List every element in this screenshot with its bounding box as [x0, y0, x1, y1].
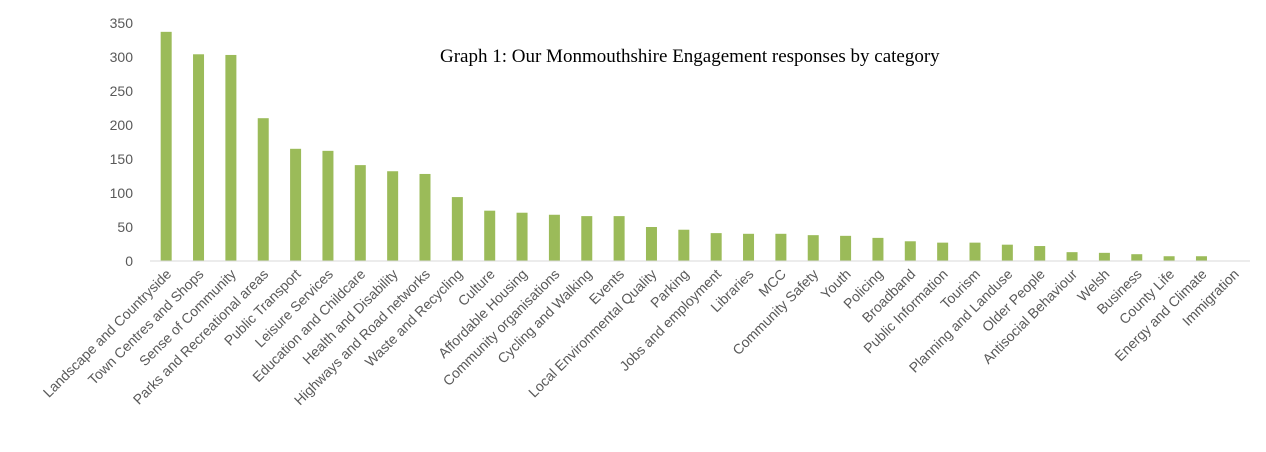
- bar: [516, 212, 528, 261]
- bar: [743, 233, 755, 261]
- y-tick-label: 150: [110, 151, 134, 167]
- bar: [807, 235, 819, 261]
- bar: [775, 233, 787, 261]
- bar: [904, 241, 916, 261]
- bar: [160, 31, 172, 262]
- y-tick-label: 350: [110, 15, 134, 31]
- bar: [710, 233, 722, 261]
- y-tick-label: 300: [110, 49, 134, 65]
- bar: [1163, 256, 1175, 261]
- bar: [840, 235, 852, 261]
- bar: [387, 171, 399, 261]
- bar: [1034, 246, 1046, 261]
- y-tick-label: 0: [125, 253, 133, 269]
- bar: [969, 242, 981, 261]
- bar: [937, 242, 949, 261]
- bar: [322, 150, 334, 261]
- bar: [484, 210, 496, 261]
- y-tick-label: 200: [110, 117, 134, 133]
- bar: [419, 173, 431, 261]
- bar: [1001, 244, 1013, 261]
- bar: [225, 54, 237, 262]
- bar: [290, 148, 302, 261]
- chart-title: Graph 1: Our Monmouthshire Engagement re…: [440, 46, 940, 67]
- bar: [872, 237, 884, 261]
- bar: [354, 165, 366, 261]
- bar: [193, 54, 205, 261]
- bar: [581, 216, 593, 261]
- y-tick-label: 100: [110, 185, 134, 201]
- bar: [678, 229, 690, 261]
- bar: [548, 214, 560, 261]
- y-tick-label: 250: [110, 83, 134, 99]
- bar: [613, 216, 625, 261]
- bar: [1195, 256, 1207, 261]
- bar: [1098, 252, 1110, 261]
- bar: [1131, 254, 1143, 261]
- bar: [451, 197, 463, 261]
- bar: [645, 227, 657, 261]
- bar: [1066, 252, 1078, 261]
- bar: [257, 118, 269, 261]
- y-tick-label: 50: [117, 219, 133, 235]
